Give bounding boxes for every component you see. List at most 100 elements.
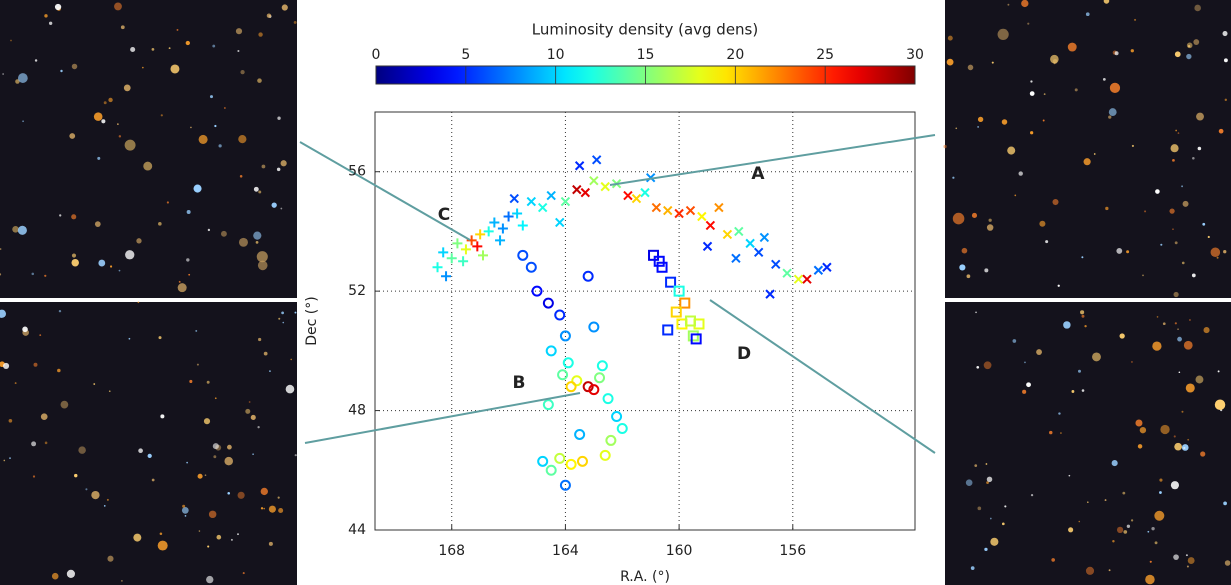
galaxy-dot bbox=[151, 47, 155, 51]
point bbox=[705, 220, 716, 231]
galaxy-dot bbox=[40, 413, 48, 421]
galaxy-dot bbox=[157, 540, 168, 551]
galaxy-image bbox=[945, 302, 1231, 585]
point bbox=[525, 261, 537, 273]
point bbox=[537, 202, 548, 213]
galaxy-dot bbox=[1181, 185, 1183, 188]
galaxy-dot bbox=[1202, 222, 1206, 226]
galaxy-dot bbox=[1063, 321, 1071, 329]
point bbox=[452, 238, 463, 249]
galaxy-dot bbox=[1081, 314, 1085, 318]
point bbox=[600, 181, 610, 192]
galaxy-dot bbox=[1172, 228, 1174, 231]
galaxy-dot bbox=[197, 473, 203, 479]
galaxy-dot bbox=[961, 247, 968, 254]
galaxy-dot bbox=[1093, 153, 1096, 155]
galaxy-dot bbox=[190, 126, 192, 129]
galaxy-dot bbox=[1131, 361, 1133, 363]
galaxy-dot bbox=[1218, 128, 1224, 134]
point bbox=[446, 253, 457, 264]
galaxy-dot bbox=[1131, 144, 1135, 147]
galaxy-dot bbox=[143, 161, 153, 171]
galaxy-dot bbox=[1036, 349, 1042, 355]
galaxy-dot bbox=[1123, 530, 1128, 534]
galaxy-dot bbox=[51, 572, 59, 580]
galaxy-dot bbox=[1043, 93, 1046, 96]
point bbox=[582, 381, 594, 393]
galaxy-dot bbox=[151, 478, 155, 482]
point bbox=[684, 315, 696, 327]
galaxy-dot bbox=[71, 214, 77, 220]
galaxy-dot bbox=[1103, 0, 1110, 4]
galaxy-dot bbox=[268, 505, 276, 513]
galaxy-dot bbox=[263, 507, 266, 510]
galaxy-dot bbox=[57, 368, 61, 373]
galaxy-dot bbox=[266, 13, 272, 18]
galaxy-dot bbox=[1160, 424, 1170, 435]
galaxy-dot bbox=[128, 337, 131, 340]
galaxy-dot bbox=[1084, 325, 1087, 328]
galaxy-dot bbox=[1018, 171, 1023, 176]
galaxy-dot bbox=[1156, 316, 1159, 318]
galaxy-dot bbox=[248, 401, 251, 403]
galaxy-dot bbox=[1195, 375, 1204, 384]
point bbox=[495, 235, 506, 246]
galaxy-dot bbox=[93, 112, 103, 121]
galaxy-dot bbox=[208, 510, 217, 519]
galaxy-dot bbox=[1039, 220, 1046, 227]
galaxy-dot bbox=[991, 61, 994, 64]
galaxy-dot bbox=[253, 231, 262, 240]
galaxy-dot bbox=[235, 28, 243, 35]
point bbox=[582, 270, 594, 282]
galaxy-dot bbox=[990, 537, 999, 546]
point bbox=[731, 253, 741, 264]
galaxy-dot bbox=[9, 457, 11, 459]
galaxy-dot bbox=[1200, 451, 1206, 457]
galaxy-dot bbox=[1052, 198, 1059, 206]
galaxy-dot bbox=[158, 222, 162, 226]
galaxy-dot bbox=[1160, 243, 1163, 246]
galaxy-dot bbox=[1042, 119, 1045, 122]
galaxy-dot bbox=[44, 441, 48, 445]
galaxy-dot bbox=[1185, 554, 1188, 557]
galaxy-dot bbox=[74, 473, 78, 478]
point bbox=[714, 202, 724, 213]
point bbox=[554, 309, 566, 321]
galaxy-dot bbox=[118, 135, 122, 138]
galaxy-dot bbox=[181, 506, 189, 514]
colorbar-tick-label: 25 bbox=[816, 47, 834, 63]
point bbox=[802, 274, 812, 284]
galaxy-dot bbox=[31, 272, 35, 276]
plot-area bbox=[375, 112, 915, 531]
point bbox=[574, 161, 585, 171]
galaxy-dot bbox=[1045, 240, 1049, 244]
point bbox=[745, 238, 755, 249]
point bbox=[656, 261, 668, 273]
galaxy-dot bbox=[1210, 247, 1221, 258]
galaxy-dot bbox=[1022, 389, 1027, 394]
point bbox=[665, 276, 677, 288]
galaxy-dot bbox=[277, 496, 280, 499]
galaxy-dot bbox=[69, 133, 76, 139]
galaxy-dot bbox=[1177, 132, 1180, 134]
galaxy-dot bbox=[108, 390, 111, 393]
galaxy-dot bbox=[0, 309, 7, 318]
point bbox=[574, 428, 586, 440]
galaxy-dot bbox=[176, 28, 179, 31]
galaxy-dot bbox=[1026, 382, 1031, 388]
galaxy-dot bbox=[237, 533, 239, 536]
galaxy-dot bbox=[988, 218, 992, 222]
galaxy-dot bbox=[1196, 112, 1204, 121]
galaxy-dot bbox=[1192, 156, 1195, 160]
galaxy-dot bbox=[138, 448, 143, 454]
point bbox=[648, 249, 660, 261]
galaxy-dot bbox=[977, 506, 982, 511]
galaxy-dot bbox=[118, 269, 121, 272]
galaxy-dot bbox=[1187, 557, 1195, 565]
galaxy-dot bbox=[1174, 51, 1181, 58]
galaxy-dot bbox=[182, 504, 186, 508]
galaxy-dot bbox=[282, 321, 285, 324]
galaxy-dot bbox=[109, 265, 113, 268]
point bbox=[702, 241, 713, 252]
galaxy-dot bbox=[1207, 235, 1210, 239]
